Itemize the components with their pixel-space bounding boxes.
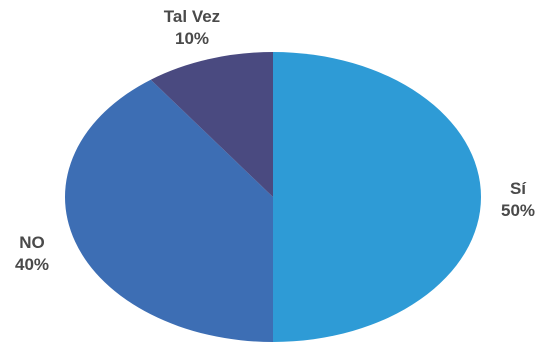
- pie-slices: [64, 52, 481, 342]
- slice-value-si: 50%: [501, 201, 535, 220]
- pie-labels: Sí 50% NO 40% Tal Vez 10%: [15, 7, 535, 274]
- slice-value-no: 40%: [15, 255, 49, 274]
- slice-value-tal-vez: 10%: [175, 29, 209, 48]
- slice-label-tal-vez: Tal Vez: [164, 7, 220, 26]
- pie-slice-si: [273, 52, 481, 342]
- pie-slice-no: [64, 79, 274, 342]
- pie-slice-tal-vez: [150, 52, 273, 197]
- slice-label-no: NO: [19, 233, 45, 252]
- slice-label-si: Sí: [510, 179, 527, 198]
